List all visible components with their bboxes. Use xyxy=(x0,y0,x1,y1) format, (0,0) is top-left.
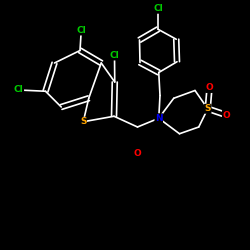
Text: S: S xyxy=(80,117,86,126)
Text: O: O xyxy=(206,84,214,92)
Text: Cl: Cl xyxy=(76,26,86,35)
Text: S: S xyxy=(204,104,211,113)
Text: Cl: Cl xyxy=(14,86,24,94)
Text: O: O xyxy=(222,110,230,120)
Text: Cl: Cl xyxy=(110,51,120,60)
Text: Cl: Cl xyxy=(153,4,163,13)
Text: O: O xyxy=(133,148,141,158)
Text: N: N xyxy=(155,114,162,123)
